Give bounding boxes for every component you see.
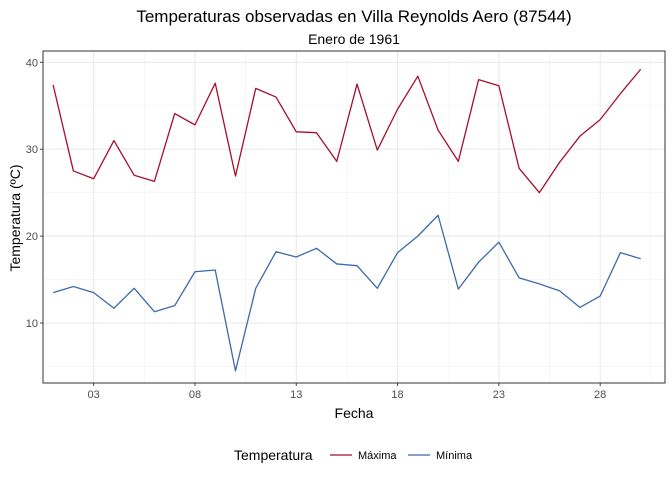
legend-title: Temperatura bbox=[234, 447, 313, 463]
legend: Temperatura Máxima Mínima bbox=[234, 447, 473, 463]
x-tick-label: 28 bbox=[594, 389, 606, 401]
chart-title: Temperaturas observadas en Villa Reynold… bbox=[136, 7, 571, 26]
x-axis: 03 08 13 18 23 28 bbox=[88, 383, 606, 401]
legend-label-maxima: Máxima bbox=[358, 450, 397, 462]
x-axis-title: Fecha bbox=[335, 405, 374, 421]
y-tick-label: 20 bbox=[26, 231, 38, 243]
y-axis: 10 20 30 40 bbox=[26, 57, 43, 330]
series-layer bbox=[52, 68, 642, 372]
series-line-maxima bbox=[52, 68, 642, 194]
grid-major bbox=[43, 51, 665, 383]
legend-label-minima: Mínima bbox=[436, 450, 473, 462]
x-tick-label: 03 bbox=[88, 389, 100, 401]
plot-panel bbox=[42, 50, 666, 384]
x-tick-label: 18 bbox=[391, 389, 403, 401]
chart-subtitle: Enero de 1961 bbox=[308, 31, 400, 47]
x-tick-label: 23 bbox=[493, 389, 505, 401]
y-tick-label: 10 bbox=[26, 318, 38, 330]
y-tick-label: 40 bbox=[26, 57, 38, 69]
x-tick-label: 13 bbox=[290, 389, 302, 401]
y-tick-label: 30 bbox=[26, 144, 38, 156]
x-tick-label: 08 bbox=[189, 389, 201, 401]
y-axis-title: Temperatura (ºC) bbox=[7, 164, 23, 271]
series-line-minima bbox=[52, 214, 641, 372]
grid-minor bbox=[43, 51, 665, 383]
